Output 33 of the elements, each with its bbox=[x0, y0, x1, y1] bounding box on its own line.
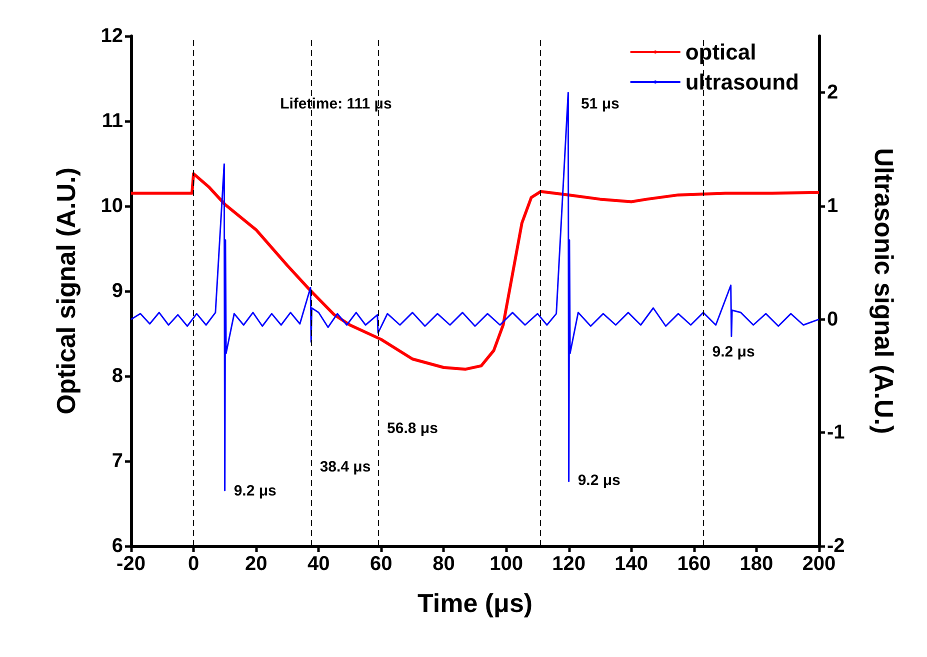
line-series bbox=[130, 172, 820, 371]
annotation: 51 μs bbox=[580, 96, 620, 113]
x-tick-label: 120 bbox=[552, 553, 586, 575]
y-axis-title: Optical signal (A.U.) bbox=[51, 167, 81, 415]
annotation: 38.4 μs bbox=[320, 458, 371, 476]
x-tick-label: 60 bbox=[370, 553, 392, 575]
x-tick-label: 40 bbox=[308, 553, 330, 575]
x-tick-label: 20 bbox=[244, 553, 268, 575]
y-tick-label: 7 bbox=[112, 450, 123, 472]
x-tick-label: 80 bbox=[432, 553, 455, 575]
legend-label: ultrasound bbox=[685, 70, 800, 94]
y-tick-label: 11 bbox=[102, 110, 123, 132]
y2-tick-label: 2 bbox=[827, 82, 838, 104]
y-tick-label: 8 bbox=[112, 365, 123, 387]
x-tick-label: 180 bbox=[740, 553, 774, 575]
y-tick-label: 12 bbox=[100, 25, 123, 47]
y2-axis-title: Ultrasonic signal (A.U.) bbox=[869, 148, 899, 434]
annotation: Lifetime: 111 μs bbox=[280, 96, 392, 113]
x-tick-label: 0 bbox=[188, 553, 200, 575]
x-tick-label: 100 bbox=[490, 553, 523, 575]
y2-tick-label: 0 bbox=[827, 308, 838, 330]
annotation: 56.8 μs bbox=[387, 420, 438, 438]
x-axis-title: Time (μs) bbox=[417, 588, 533, 618]
annotation: 9.2 μs bbox=[578, 472, 620, 490]
annotation: 9.2 μs bbox=[712, 344, 755, 361]
y-tick-label: 9 bbox=[112, 280, 123, 302]
legend-label: optical bbox=[685, 40, 756, 64]
x-tick-label: 140 bbox=[614, 553, 648, 575]
y2-tick-label: 1 bbox=[827, 195, 838, 217]
annotation: 9.2 μs bbox=[234, 482, 276, 500]
y-tick-label: 10 bbox=[100, 195, 123, 217]
y2-tick-label: -1 bbox=[827, 422, 845, 444]
x-tick-label: 160 bbox=[677, 553, 711, 575]
